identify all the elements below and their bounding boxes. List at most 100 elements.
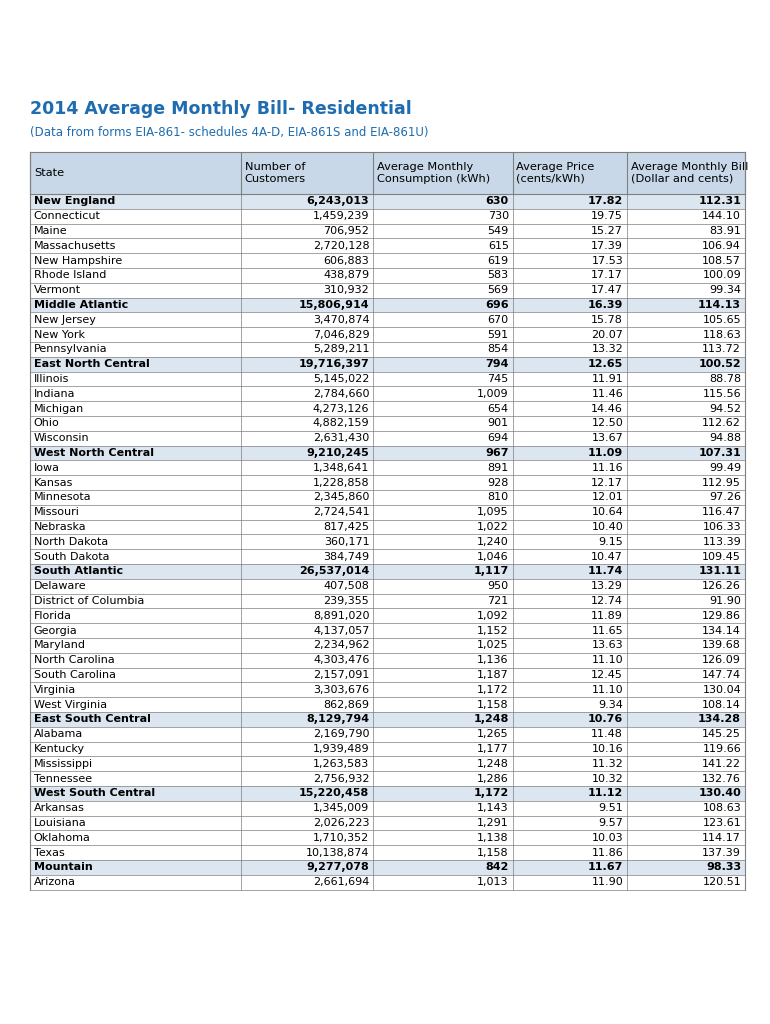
Text: Alabama: Alabama xyxy=(34,729,83,739)
Text: 4,882,159: 4,882,159 xyxy=(313,419,370,428)
Text: 14.46: 14.46 xyxy=(591,403,623,414)
Text: 147.74: 147.74 xyxy=(702,670,742,680)
Text: 17.17: 17.17 xyxy=(591,270,623,281)
Bar xyxy=(30,712,745,727)
Bar xyxy=(30,697,745,712)
Text: 11.16: 11.16 xyxy=(591,463,623,473)
Bar xyxy=(30,431,745,445)
Text: 12.01: 12.01 xyxy=(591,493,623,503)
Text: South Atlantic: South Atlantic xyxy=(34,566,123,577)
Bar xyxy=(30,801,745,815)
Text: 696: 696 xyxy=(485,300,509,310)
Text: 108.57: 108.57 xyxy=(702,256,742,265)
Bar xyxy=(30,268,745,283)
Text: 2,784,660: 2,784,660 xyxy=(313,389,370,398)
Text: 794: 794 xyxy=(485,359,509,370)
Bar xyxy=(30,356,745,372)
Text: 11.74: 11.74 xyxy=(588,566,623,577)
Text: Mississippi: Mississippi xyxy=(34,759,93,769)
Text: 1,248: 1,248 xyxy=(477,759,509,769)
Text: 15.78: 15.78 xyxy=(591,314,623,325)
Bar xyxy=(30,624,745,638)
Text: 1,172: 1,172 xyxy=(474,788,509,799)
Text: Georgia: Georgia xyxy=(34,626,78,636)
Text: 94.52: 94.52 xyxy=(709,403,742,414)
Text: 10.16: 10.16 xyxy=(591,744,623,754)
Text: 1,009: 1,009 xyxy=(477,389,509,398)
Bar xyxy=(30,564,745,579)
Text: 1,013: 1,013 xyxy=(477,878,509,887)
Bar xyxy=(30,830,745,845)
Text: 901: 901 xyxy=(487,419,509,428)
Text: 11.91: 11.91 xyxy=(591,374,623,384)
Text: 4,273,126: 4,273,126 xyxy=(313,403,370,414)
Text: 239,355: 239,355 xyxy=(323,596,370,606)
Text: Rhode Island: Rhode Island xyxy=(34,270,106,281)
Text: 730: 730 xyxy=(487,211,509,221)
Text: 11.32: 11.32 xyxy=(591,759,623,769)
Text: 17.53: 17.53 xyxy=(591,256,623,265)
Text: 1,158: 1,158 xyxy=(477,848,509,857)
Text: 9.51: 9.51 xyxy=(598,803,623,813)
Text: 17.47: 17.47 xyxy=(591,286,623,295)
Text: South Carolina: South Carolina xyxy=(34,670,116,680)
Bar xyxy=(30,328,745,342)
Text: 11.89: 11.89 xyxy=(591,610,623,621)
Bar xyxy=(30,682,745,697)
Bar xyxy=(30,372,745,386)
Text: 1,143: 1,143 xyxy=(477,803,509,813)
Text: Massachusetts: Massachusetts xyxy=(34,241,116,251)
Text: 3,470,874: 3,470,874 xyxy=(313,314,370,325)
Bar xyxy=(30,475,745,490)
Text: 11.65: 11.65 xyxy=(591,626,623,636)
Text: 384,749: 384,749 xyxy=(323,552,370,561)
Text: 19,716,397: 19,716,397 xyxy=(299,359,370,370)
Text: District of Columbia: District of Columbia xyxy=(34,596,144,606)
Text: 10.40: 10.40 xyxy=(591,522,623,532)
Bar xyxy=(30,860,745,874)
Text: 11.67: 11.67 xyxy=(588,862,623,872)
Text: 2,720,128: 2,720,128 xyxy=(313,241,370,251)
Text: 891: 891 xyxy=(487,463,509,473)
Text: Illinois: Illinois xyxy=(34,374,69,384)
Text: Average Monthly Bill
(Dollar and cents): Average Monthly Bill (Dollar and cents) xyxy=(631,162,748,183)
Text: New Jersey: New Jersey xyxy=(34,314,95,325)
Text: Arizona: Arizona xyxy=(34,878,76,887)
Text: New England: New England xyxy=(34,197,115,207)
Text: 1,046: 1,046 xyxy=(477,552,509,561)
Text: 12.65: 12.65 xyxy=(588,359,623,370)
Text: 12.17: 12.17 xyxy=(591,477,623,487)
Text: 131.11: 131.11 xyxy=(698,566,742,577)
Text: 619: 619 xyxy=(487,256,509,265)
Text: 1,092: 1,092 xyxy=(477,610,509,621)
Text: 11.46: 11.46 xyxy=(591,389,623,398)
Text: 17.82: 17.82 xyxy=(588,197,623,207)
Text: 1,177: 1,177 xyxy=(477,744,509,754)
Text: 630: 630 xyxy=(486,197,509,207)
Text: 145.25: 145.25 xyxy=(702,729,742,739)
Bar xyxy=(30,638,745,652)
Text: 91.90: 91.90 xyxy=(709,596,742,606)
Bar xyxy=(30,342,745,356)
Bar xyxy=(30,757,745,771)
Text: 2,026,223: 2,026,223 xyxy=(313,818,370,828)
Text: 9.34: 9.34 xyxy=(598,699,623,710)
Text: 11.10: 11.10 xyxy=(591,655,623,666)
Bar xyxy=(30,741,745,757)
Bar xyxy=(30,771,745,786)
Text: Kansas: Kansas xyxy=(34,477,73,487)
Text: 12.74: 12.74 xyxy=(591,596,623,606)
Text: 1,117: 1,117 xyxy=(474,566,509,577)
Text: East North Central: East North Central xyxy=(34,359,149,370)
Text: Middle Atlantic: Middle Atlantic xyxy=(34,300,128,310)
Text: West South Central: West South Central xyxy=(34,788,155,799)
Text: 9,210,245: 9,210,245 xyxy=(306,447,370,458)
Bar xyxy=(30,209,745,223)
Bar xyxy=(30,416,745,431)
Bar xyxy=(30,727,745,741)
Text: 1,025: 1,025 xyxy=(477,640,509,650)
Text: 2,756,932: 2,756,932 xyxy=(313,773,370,783)
Text: 569: 569 xyxy=(487,286,509,295)
Text: 130.04: 130.04 xyxy=(702,685,742,695)
Text: 2,345,860: 2,345,860 xyxy=(313,493,370,503)
